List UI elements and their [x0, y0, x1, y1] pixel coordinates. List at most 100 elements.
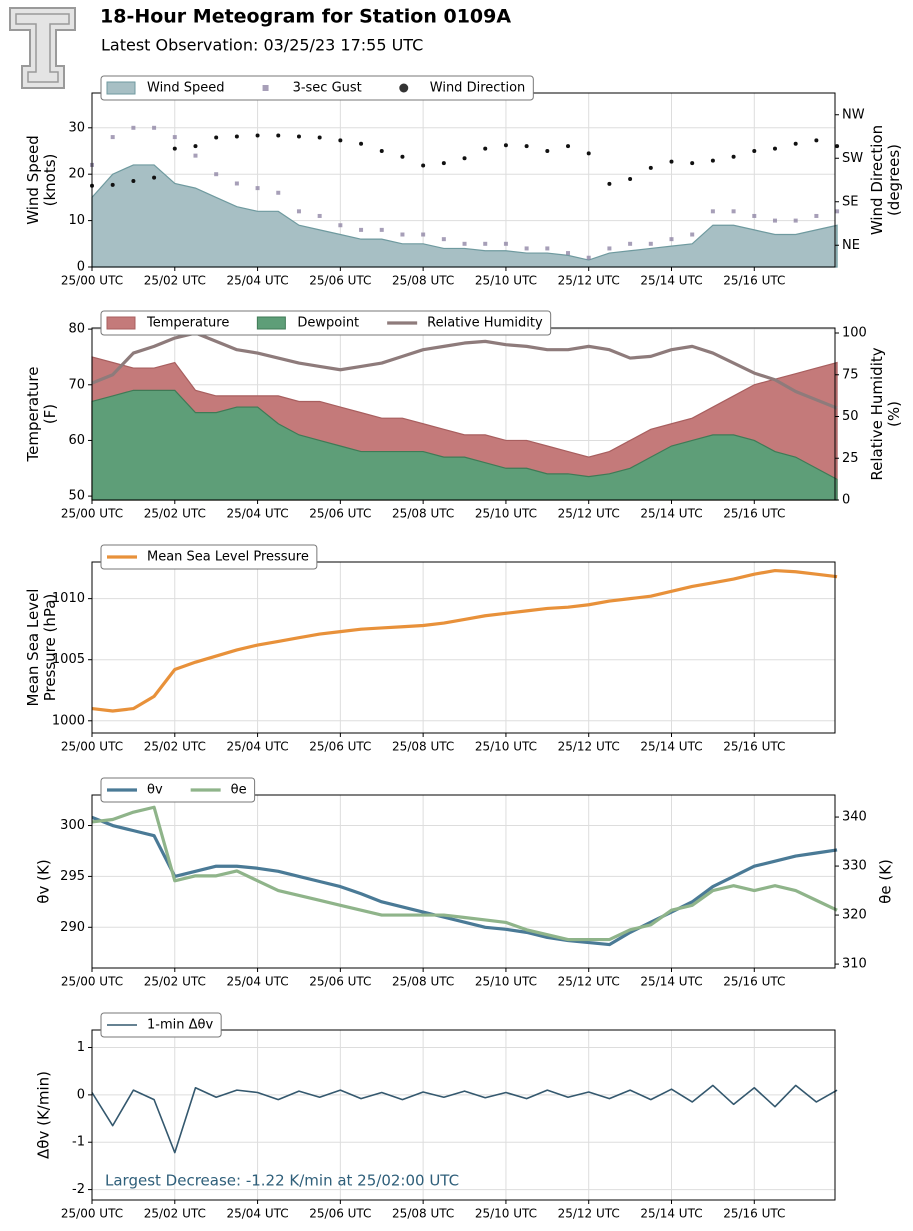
x-tick-label: 25/08 UTC: [392, 1207, 454, 1221]
point: [359, 141, 364, 146]
point: [131, 125, 136, 130]
point: [669, 159, 674, 164]
page-title: 18-Hour Meteogram for Station 0109A: [100, 6, 511, 28]
logo: [9, 7, 76, 89]
plot-area: [91, 562, 838, 733]
legend-frame: [100, 75, 534, 101]
line: [91, 805, 838, 942]
x-tick-label: 25/08 UTC: [392, 507, 454, 521]
y2-tick-label: 75: [842, 367, 859, 382]
y-tick-label: 290: [60, 920, 85, 935]
point: [110, 182, 115, 187]
y-axis-label: θv (K): [35, 859, 53, 903]
point: [338, 138, 343, 143]
x-tick-label: 25/08 UTC: [392, 274, 454, 288]
x-tick-label: 25/06 UTC: [309, 740, 371, 754]
panel: 25/00 UTC 25/02 UTC 25/04 UTC 25/06 UTC 25/0…: [24, 310, 903, 521]
point: [379, 149, 384, 153]
point: [793, 218, 798, 223]
x-tick-label: 25/10 UTC: [475, 507, 537, 521]
axes-frame: [91, 1029, 836, 1201]
y2-axis-label: (degrees): [885, 144, 903, 216]
legend-label: Mean Sea Level Pressure: [147, 550, 309, 565]
panel: 25/00 UTC 25/02 UTC 25/04 UTC 25/06 UTC 25/0…: [35, 1012, 838, 1221]
legend-frame: [100, 777, 256, 803]
annotation: Largest Decrease: -1.22 K/min at 25/02:0…: [105, 1172, 459, 1190]
point: [483, 146, 488, 151]
point: [690, 161, 695, 166]
x-tick-label: 25/10 UTC: [475, 274, 537, 288]
legend-swatch: [256, 316, 286, 330]
y2-tick-label: 50: [842, 409, 859, 424]
point: [193, 153, 198, 158]
y-tick-label: -1: [72, 1135, 85, 1150]
y-tick-label: 30: [68, 120, 85, 135]
x-tick-label: 25/02 UTC: [144, 740, 206, 754]
point: [338, 223, 343, 228]
line: [91, 331, 838, 410]
point: [317, 135, 322, 140]
point: [234, 181, 239, 186]
point: [400, 232, 405, 237]
x-tick-label: 25/06 UTC: [309, 274, 371, 288]
line: [91, 1084, 838, 1154]
y-tick-label: 0: [77, 1087, 85, 1102]
point: [586, 255, 591, 260]
point: [462, 241, 467, 246]
x-tick-label: 25/10 UTC: [475, 740, 537, 754]
x-tick-label: 25/02 UTC: [144, 507, 206, 521]
y2-tick-label: 0: [842, 493, 850, 508]
legend-swatch: [106, 316, 136, 330]
y-tick-label: 0: [77, 260, 85, 275]
y-tick-label: 1010: [52, 591, 85, 606]
line: [91, 815, 838, 947]
legend-label: θv: [147, 783, 163, 798]
point: [524, 144, 529, 149]
x-tick-label: 25/08 UTC: [392, 975, 454, 989]
point: [255, 133, 260, 138]
legend-swatch: [262, 85, 269, 91]
x-tick-label: 25/02 UTC: [144, 1207, 206, 1221]
y-tick-label: 1: [77, 1040, 85, 1055]
point: [669, 237, 674, 242]
y-axis-label: (F): [41, 404, 59, 424]
y-axis-label: Δθv (K/min): [35, 1071, 53, 1159]
x-tick-label: 25/00 UTC: [61, 740, 123, 754]
point: [193, 144, 198, 149]
legend-label: Wind Direction: [430, 81, 526, 96]
x-tick-label: 25/00 UTC: [61, 507, 123, 521]
x-tick-label: 25/10 UTC: [475, 975, 537, 989]
plot-area: [91, 328, 838, 501]
y-tick-label: 70: [68, 377, 85, 392]
y2-tick-label: NW: [842, 107, 865, 122]
legend-frame: [100, 544, 318, 570]
point: [503, 241, 508, 246]
point: [379, 227, 384, 232]
x-tick-label: 25/12 UTC: [558, 274, 620, 288]
x-tick-label: 25/04 UTC: [226, 1207, 288, 1221]
panel: 25/00 UTC 25/02 UTC 25/04 UTC 25/06 UTC 25/0…: [35, 777, 895, 989]
point: [586, 151, 591, 156]
point: [793, 141, 798, 146]
y-axis-label: Mean Sea Level: [24, 589, 42, 707]
point: [628, 241, 633, 246]
y-tick-label: 60: [68, 433, 85, 448]
point: [524, 246, 529, 251]
y-tick-label: 295: [60, 869, 85, 884]
point: [214, 172, 219, 177]
point: [566, 251, 571, 256]
y2-tick-label: 100: [842, 326, 867, 341]
legend-label: Temperature: [146, 316, 229, 331]
y-tick-label: 50: [68, 489, 85, 504]
point: [835, 209, 840, 214]
point: [710, 209, 715, 214]
point: [152, 125, 157, 130]
legend-label: θe: [231, 783, 247, 798]
point: [421, 163, 426, 168]
point: [276, 133, 281, 138]
x-tick-label: 25/06 UTC: [309, 975, 371, 989]
x-tick-label: 25/14 UTC: [640, 975, 702, 989]
y2-tick-label: 320: [842, 908, 867, 923]
point: [296, 134, 301, 139]
point: [441, 161, 446, 166]
